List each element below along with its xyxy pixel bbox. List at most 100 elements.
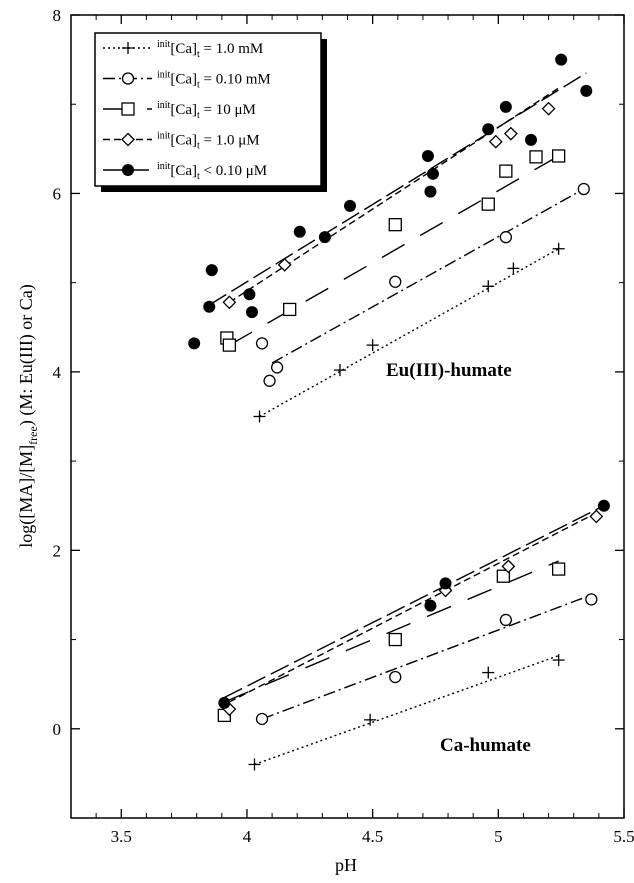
marker-filled-circle (205, 264, 218, 277)
data-point-eu-series-5 (188, 337, 201, 350)
marker-diamond (541, 101, 556, 116)
legend-entry-tail: < 0.10 μM (200, 163, 267, 179)
legend-entry-sub: t (197, 49, 200, 60)
marker-square (551, 149, 566, 163)
legend-entry-base: [Ca] (170, 102, 197, 118)
marker-filled-circle (245, 306, 258, 319)
fit-line-eu-series-1 (259, 248, 559, 418)
data-point-eu-series-2 (577, 182, 590, 196)
annotation-ca-humate: Ca-humate (440, 735, 531, 756)
y-tick-label: 8 (53, 6, 62, 25)
data-point-eu-series-3 (481, 197, 495, 211)
legend-entry-tail: = 0.10 mM (200, 72, 271, 88)
legend-entry-sup: init (157, 161, 171, 172)
data-point-ca-series-1 (364, 713, 377, 726)
legend-entry-sup: init (157, 70, 171, 81)
marker-circle (121, 72, 135, 85)
fit-line-ca-series-1 (254, 654, 559, 766)
x-tick-label: 5.5 (613, 827, 634, 846)
data-point-ca-series-2 (255, 712, 269, 726)
legend-entry-sup: init (157, 100, 171, 111)
data-point-eu-series-5 (426, 167, 439, 180)
data-point-eu-series-5 (318, 231, 331, 244)
data-point-eu-series-5 (344, 199, 357, 212)
data-point-eu-series-5 (245, 306, 258, 319)
data-point-ca-series-3 (388, 632, 402, 647)
data-point-eu-series-3 (499, 164, 513, 178)
y-tick-label: 2 (53, 541, 62, 560)
data-point-ca-series-4 (501, 559, 516, 574)
marker-filled-circle (318, 231, 331, 244)
legend-entry-tail: = 1.0 mM (200, 41, 263, 57)
legend-entry-base: [Ca] (170, 41, 197, 57)
data-point-eu-series-3 (529, 150, 543, 164)
marker-filled-circle (424, 599, 437, 612)
legend-entry-base: [Ca] (170, 72, 197, 88)
y-axis-label: log([MA]/[M]free) (M: Eu(III) or Ca) (16, 284, 40, 548)
data-point-ca-series-3 (551, 562, 566, 576)
x-tick-label: 4 (243, 827, 252, 846)
legend-entry-sub: t (197, 110, 200, 121)
legend-entry: init[Ca]t < 0.10 μM (157, 161, 267, 182)
fit-line-eu-series-5 (208, 72, 587, 306)
data-point-eu-series-2 (389, 275, 402, 288)
data-point-eu-series-1 (482, 280, 495, 293)
data-point-eu-series-5 (293, 225, 306, 238)
marker-filled-circle (524, 133, 537, 146)
marker-filled-circle (293, 225, 306, 238)
marker-diamond (501, 559, 516, 574)
data-point-ca-series-3 (496, 569, 510, 583)
legend-marker (122, 164, 134, 176)
marker-filled-circle (188, 337, 201, 350)
data-point-eu-series-1 (333, 364, 346, 377)
data-point-ca-series-5 (218, 696, 231, 709)
marker-filled-circle (122, 164, 134, 176)
marker-filled-circle (439, 577, 452, 590)
data-point-ca-series-2 (389, 670, 402, 684)
ticks: 3.5 4 4.5 5 5.5 0 2 4 6 8 (53, 6, 634, 846)
fit-line-ca-series-5 (224, 505, 605, 699)
data-point-eu-series-3 (388, 218, 402, 232)
data-point-ca-series-1 (482, 666, 495, 679)
marker-diamond (503, 126, 518, 141)
data-point-eu-series-2 (499, 231, 513, 244)
marker-filled-circle (499, 100, 512, 113)
data-point-ca-series-5 (597, 499, 610, 512)
data-point-ca-series-4 (589, 509, 604, 524)
legend-marker (121, 102, 135, 116)
x-tick-label: 5 (494, 827, 503, 846)
legend-entry-tail: = 1.0 μM (200, 133, 260, 149)
marker-circle (389, 275, 402, 288)
marker-filled-circle (344, 199, 357, 212)
data-point-ca-series-5 (424, 599, 437, 612)
y-tick-label: 0 (53, 720, 62, 739)
legend-entry-sub: t (197, 80, 200, 91)
marker-filled-circle (580, 84, 593, 97)
data-point-eu-series-1 (253, 410, 266, 423)
data-point-ca-series-2 (499, 613, 513, 627)
y-axis-label-main: log([MA]/[M] (16, 445, 37, 548)
marker-filled-circle (597, 499, 610, 512)
marker-square (499, 164, 513, 178)
data-points (188, 53, 610, 771)
y-axis-label-sub: free (26, 426, 40, 445)
data-point-eu-series-5 (424, 185, 437, 198)
marker-circle (499, 231, 513, 244)
marker-diamond (222, 295, 237, 310)
legend-entry-sub: t (197, 171, 200, 182)
data-point-eu-series-5 (205, 264, 218, 277)
marker-filled-circle (203, 300, 216, 313)
data-point-eu-series-4 (222, 295, 237, 310)
x-axis-label: pH (335, 855, 357, 875)
marker-square (222, 338, 237, 352)
data-point-eu-series-4 (541, 101, 556, 116)
marker-square (388, 218, 402, 232)
legend-entry-tail: = 10 μM (200, 102, 256, 118)
data-point-eu-series-2 (270, 361, 284, 374)
marker-filled-circle (243, 288, 256, 301)
legend-entry: init[Ca]t = 0.10 mM (157, 70, 271, 91)
marker-diamond (488, 134, 503, 149)
